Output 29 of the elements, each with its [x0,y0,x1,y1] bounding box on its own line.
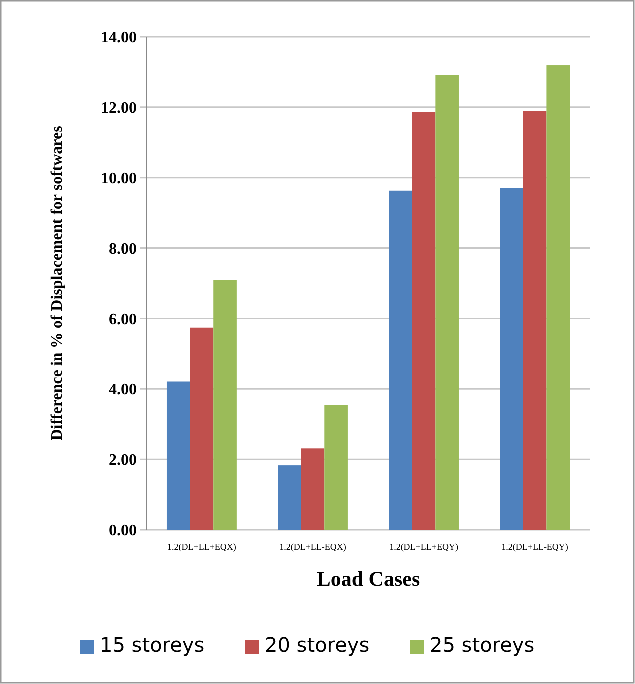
x-tick-label: 1.2(DL+LL-EQX) [280,542,346,552]
y-tick-label: 14.00 [101,30,137,47]
y-tick-label: 2.00 [109,452,137,470]
bar [278,466,302,530]
legend-label: 20 storeys [265,633,370,657]
y-tick-label: 4.00 [109,382,137,399]
legend-label: 25 storeys [430,633,535,657]
y-tick-label: 8.00 [109,240,137,258]
bar [301,448,325,530]
bar [546,66,570,530]
bar [436,75,459,530]
legend-label: 15 storeys [100,633,205,657]
x-axis-title: Load Cases [316,567,420,591]
bar [214,280,237,530]
y-axis-title: Difference in % of Displacement for softwares [49,126,66,441]
y-tick-label: 10.00 [101,170,137,188]
bar [412,112,436,530]
bar [500,188,524,530]
y-tick-label: 6.00 [109,311,137,328]
bar [166,382,190,530]
x-tick-label: 1.2(DL+LL+EQY) [390,542,458,552]
bar [523,111,547,530]
bar [389,190,412,530]
y-tick-label: 0.00 [109,522,137,540]
x-tick-label: 1.2(DL+LL+EQX) [168,542,236,552]
x-tick-label: 1.2(DL+LL-EQY) [502,542,568,552]
bar [324,405,348,530]
y-tick-label: 12.00 [101,100,137,118]
bar [190,328,214,530]
